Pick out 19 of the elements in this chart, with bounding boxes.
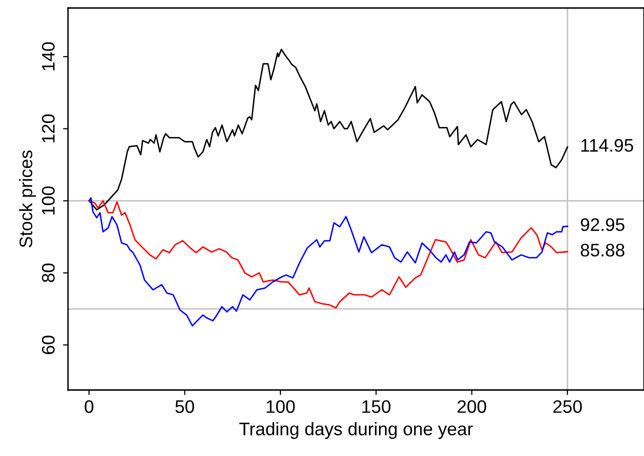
y-axis-title: Stock prices [19,150,36,248]
data-label: 114.95 [581,138,634,152]
x-axis-title: Trading days during one year [239,422,473,439]
y-tick-label: 120 [42,114,55,142]
line-series [88,48,568,211]
y-tick-label: 60 [42,336,55,354]
y-tick-label: 80 [42,264,55,282]
data-label: 92.95 [580,218,624,232]
x-tick-label: 200 [458,400,486,413]
line-series [88,200,568,309]
y-tick-label: 140 [42,42,55,70]
x-tick-label: 100 [266,400,295,413]
x-tick-label: 0 [84,400,94,413]
y-tick-label: 100 [42,186,55,214]
x-tick-label: 250 [553,400,582,413]
x-tick-label: 50 [175,400,194,413]
x-tick-label: 150 [362,400,390,413]
data-label: 85.88 [580,244,624,257]
line-series [88,197,568,327]
